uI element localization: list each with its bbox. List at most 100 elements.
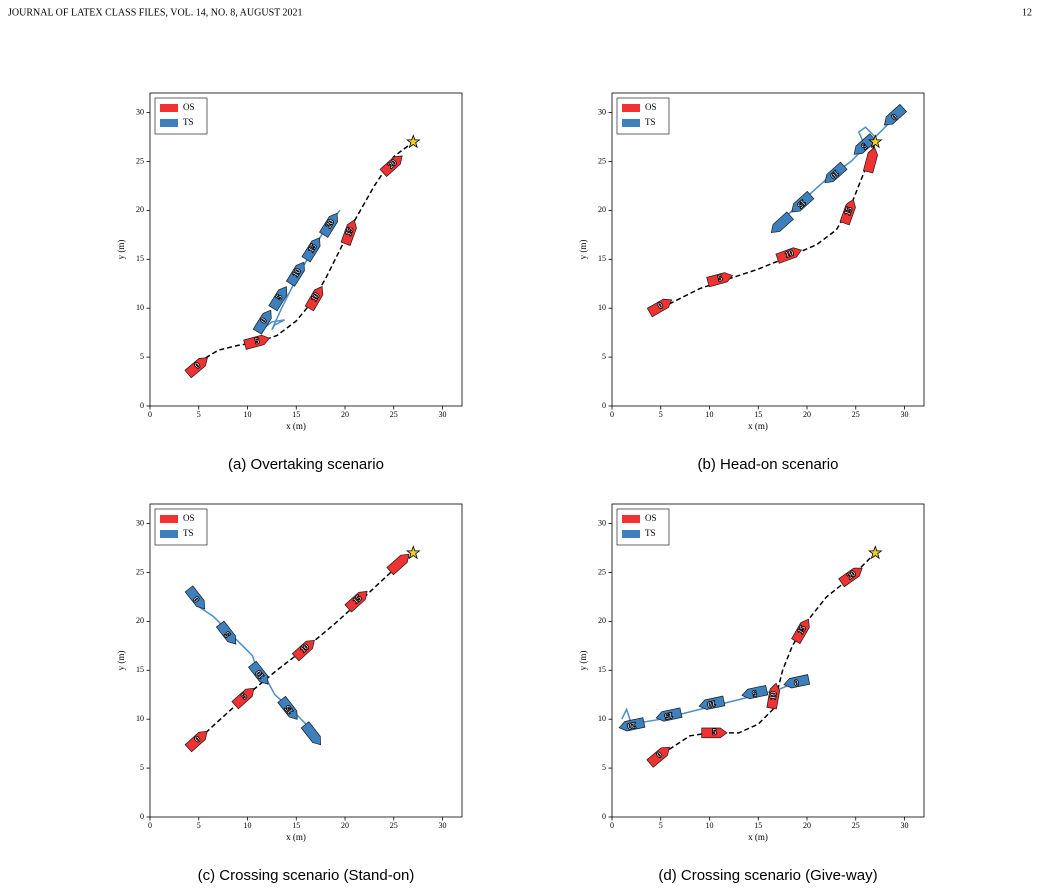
- x-tick-label: 0: [610, 410, 614, 419]
- ship: [824, 161, 848, 184]
- legend-box: [154, 508, 208, 546]
- y-axis-label: y (m): [578, 651, 588, 671]
- ship-label: 0: [193, 361, 202, 370]
- legend-box: [616, 97, 670, 135]
- y-tick-label: 20: [598, 205, 606, 214]
- ship-label: 0: [191, 595, 201, 604]
- ship: [791, 190, 815, 213]
- trajectory-line: [655, 141, 877, 314]
- caption: (c) Crossing scenario (Stand-on): [198, 867, 415, 884]
- running-header: JOURNAL OF LATEX CLASS FILES, VOL. 14, N…: [8, 7, 303, 18]
- ship: [862, 146, 878, 174]
- ship: [646, 298, 673, 318]
- y-tick-label: 5: [602, 352, 606, 361]
- x-tick-label: 25: [852, 410, 860, 419]
- legend-label: TS: [183, 528, 194, 538]
- y-tick-label: 20: [136, 616, 144, 625]
- caption: (b) Head-on scenario: [698, 456, 839, 473]
- y-tick-label: 25: [136, 567, 144, 576]
- ship: [839, 198, 856, 226]
- y-tick-label: 30: [598, 518, 606, 527]
- x-tick-label: 20: [803, 410, 811, 419]
- x-axis-label: x (m): [286, 421, 306, 431]
- ship: [706, 272, 734, 288]
- ship: [766, 682, 781, 710]
- trajectory-line: [193, 141, 414, 370]
- ship-label: 15: [344, 226, 355, 237]
- legend-swatch: [160, 104, 178, 112]
- ship: [379, 155, 403, 177]
- ship: [291, 639, 315, 662]
- axes-frame: [149, 503, 463, 818]
- x-tick-label: 15: [754, 821, 762, 830]
- ship: [698, 695, 726, 710]
- x-tick-label: 15: [292, 821, 300, 830]
- ship-label: 15: [664, 711, 674, 721]
- axes-frame: [611, 503, 925, 818]
- ship-label: 10: [707, 699, 717, 709]
- ship: [883, 103, 907, 126]
- x-tick-label: 25: [390, 410, 398, 419]
- ship: [655, 707, 683, 722]
- x-axis-label: x (m): [748, 421, 768, 431]
- y-tick-label: 15: [598, 665, 606, 674]
- axes-frame: [611, 92, 925, 407]
- ship: [243, 334, 271, 350]
- y-axis-label: y (m): [116, 240, 126, 260]
- ship: [770, 211, 794, 233]
- ship: [215, 620, 237, 645]
- y-tick-label: 0: [602, 812, 606, 821]
- x-tick-label: 25: [390, 821, 398, 830]
- y-tick-label: 25: [598, 567, 606, 576]
- x-tick-label: 20: [803, 821, 811, 830]
- goal-star: [405, 545, 421, 560]
- legend-label: OS: [183, 513, 195, 523]
- x-tick-label: 10: [244, 410, 252, 419]
- ship-label: 5: [254, 336, 260, 346]
- trajectory-line: [261, 209, 341, 331]
- caption: (d) Crossing scenario (Give-way): [658, 867, 877, 884]
- ship: [838, 567, 863, 588]
- ship-label: 0: [259, 316, 269, 324]
- x-tick-label: 10: [706, 410, 714, 419]
- ship: [344, 590, 368, 613]
- ship: [386, 553, 410, 576]
- goal-star: [867, 134, 883, 149]
- x-tick-label: 5: [197, 410, 201, 419]
- ship: [741, 684, 769, 700]
- ship-label: 0: [655, 750, 664, 759]
- ship: [775, 247, 802, 264]
- ship-label: 0: [794, 678, 800, 688]
- y-tick-label: 15: [598, 254, 606, 263]
- ship-label: 10: [768, 691, 778, 700]
- y-tick-label: 10: [136, 303, 144, 312]
- ship: [277, 695, 298, 720]
- ship-label: 5: [717, 273, 723, 283]
- ship: [340, 219, 357, 246]
- y-tick-label: 20: [136, 205, 144, 214]
- x-tick-label: 30: [901, 821, 909, 830]
- ship-label: 20: [627, 720, 637, 730]
- y-tick-label: 5: [602, 763, 606, 772]
- trajectory-line: [777, 112, 901, 226]
- ship-label: 0: [193, 735, 202, 744]
- x-tick-label: 30: [439, 821, 447, 830]
- y-tick-label: 15: [136, 254, 144, 263]
- caption: (a) Overtaking scenario: [228, 456, 384, 473]
- goal-star: [867, 545, 883, 560]
- y-tick-label: 5: [140, 763, 144, 772]
- ship-label: 5: [274, 293, 284, 301]
- legend-label: TS: [645, 528, 656, 538]
- y-tick-label: 20: [598, 616, 606, 625]
- y-tick-label: 0: [602, 401, 606, 410]
- y-tick-label: 5: [140, 352, 144, 361]
- ship: [853, 133, 877, 155]
- x-tick-label: 15: [754, 410, 762, 419]
- ship: [300, 721, 321, 746]
- legend-swatch: [622, 104, 640, 112]
- x-tick-label: 20: [341, 410, 349, 419]
